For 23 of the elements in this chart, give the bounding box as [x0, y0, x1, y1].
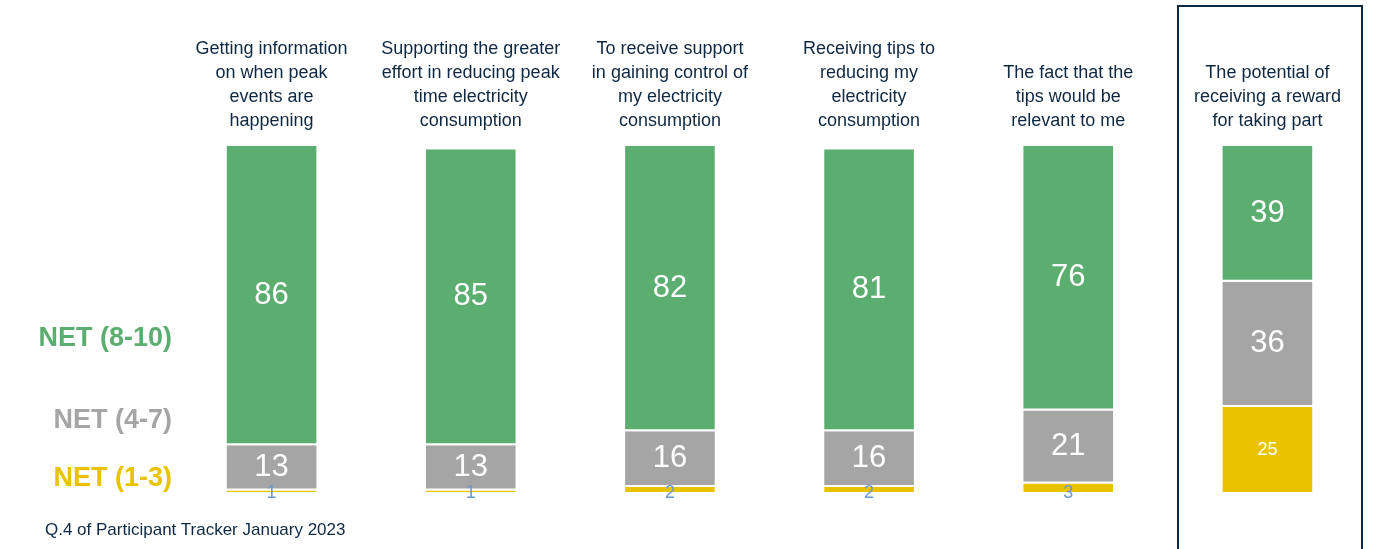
series-label: NET (1-3)	[52, 462, 172, 493]
text: NET (4-7)	[52, 404, 172, 435]
data-label: 86	[254, 275, 289, 311]
data-label: 21	[1051, 427, 1086, 463]
data-label: 16	[652, 439, 688, 475]
data-label: 81	[851, 270, 887, 306]
x-tick-label: Getting information on when peak events are happening	[195, 37, 348, 130]
data-label: 82	[652, 268, 688, 304]
x-tick-label: Receiving tips to reducing my electricity consumption	[803, 37, 936, 130]
series-label: NET (8-10)	[37, 322, 172, 353]
data-label: 25	[1257, 438, 1278, 459]
data-label: 13	[453, 447, 488, 483]
data-label: 85	[453, 277, 488, 313]
data-label: 13	[254, 447, 289, 483]
x-tick-label: To receive support in gaining control of my electricity consumption	[591, 37, 749, 130]
text: Q.4 of Participant Tracker January 2023	[45, 520, 346, 540]
data-label: 36	[1250, 324, 1285, 360]
x-tick-label: The fact that the tips would be relevant to me	[1003, 61, 1134, 130]
data-label: 39	[1250, 193, 1285, 229]
data-label: 16	[851, 439, 887, 475]
x-tick-label: Supporting the greater effort in reducing peak time electricity consumption	[381, 37, 561, 130]
x-tick-label: The potential of receiving a reward for taking part	[1193, 61, 1341, 130]
data-label: 76	[1051, 258, 1086, 294]
